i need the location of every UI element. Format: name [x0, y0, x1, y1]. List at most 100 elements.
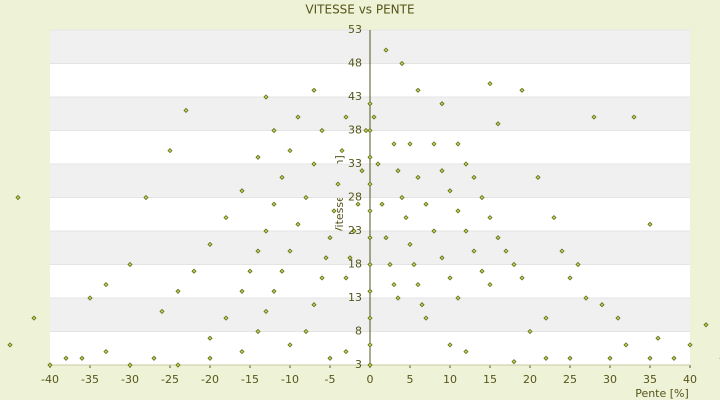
y-tick-label: 48: [348, 57, 362, 70]
point: [607, 355, 613, 361]
point: [647, 355, 653, 361]
point: [471, 248, 477, 254]
point: [339, 148, 345, 154]
x-tick-label: -40: [41, 373, 59, 386]
point: [487, 215, 493, 221]
point: [167, 148, 173, 154]
point: [295, 221, 301, 227]
point: [323, 255, 329, 261]
point: [303, 328, 309, 335]
x-tick-label: -10: [281, 373, 299, 386]
point: [287, 248, 293, 254]
y-tick-label: 8: [355, 325, 362, 338]
point: [411, 261, 417, 268]
point: [239, 288, 245, 294]
point: [367, 181, 373, 187]
x-tick-label: 30: [603, 373, 617, 386]
point: [391, 141, 397, 147]
point: [271, 201, 277, 207]
grid: [49, 29, 691, 368]
point: [263, 308, 269, 314]
point: [7, 342, 13, 348]
point: [503, 248, 509, 254]
point: [463, 161, 469, 167]
point: [623, 342, 629, 348]
point: [447, 188, 453, 194]
point: [295, 114, 301, 120]
point: [347, 255, 353, 261]
point: [455, 295, 461, 301]
chart-title: VITESSE vs PENTE: [305, 3, 414, 17]
point: [519, 87, 525, 93]
x-tick-label: 10: [443, 373, 457, 386]
points: [7, 47, 720, 368]
point: [311, 161, 317, 167]
x-tick-label: -15: [241, 373, 259, 386]
point: [183, 107, 189, 113]
x-tick-label: 0: [367, 373, 374, 386]
point: [487, 81, 493, 87]
point: [703, 322, 709, 328]
point: [543, 315, 549, 321]
point: [471, 174, 477, 180]
x-tick-label: -30: [121, 373, 139, 386]
point: [63, 355, 69, 361]
point: [359, 168, 365, 174]
point: [403, 215, 409, 221]
point: [415, 282, 421, 288]
point: [463, 349, 469, 355]
point: [543, 355, 549, 361]
point: [615, 315, 621, 321]
point: [567, 275, 573, 281]
point: [367, 101, 373, 107]
point: [343, 114, 349, 120]
point: [343, 349, 349, 355]
point: [383, 235, 389, 241]
point: [351, 228, 357, 234]
y-tick-label: 53: [348, 23, 362, 36]
point: [367, 315, 373, 321]
point: [383, 47, 389, 53]
point: [495, 235, 501, 241]
point: [415, 87, 421, 93]
point: [287, 148, 293, 154]
point: [159, 308, 165, 314]
point: [255, 248, 261, 254]
point: [367, 154, 373, 160]
point: [407, 241, 413, 247]
x-tick-label: -35: [81, 373, 99, 386]
point: [551, 215, 557, 221]
point: [335, 181, 341, 187]
point: [559, 248, 565, 254]
point: [575, 261, 581, 268]
point: [31, 315, 37, 321]
x-axis-label: Pente [%]: [635, 387, 689, 400]
point: [367, 127, 373, 134]
point: [263, 228, 269, 234]
x-tick-label: -5: [325, 373, 336, 386]
y-tick-label: 43: [348, 90, 362, 103]
point: [407, 141, 413, 147]
point: [207, 355, 213, 361]
point: [247, 268, 253, 274]
point: [379, 201, 385, 207]
point: [395, 295, 401, 301]
point: [455, 141, 461, 147]
point: [439, 255, 445, 261]
point: [79, 355, 85, 361]
point: [527, 328, 533, 335]
point: [87, 295, 93, 301]
point: [535, 174, 541, 180]
point: [367, 288, 373, 294]
x-tick-label: -25: [161, 373, 179, 386]
point: [371, 114, 377, 120]
point: [423, 201, 429, 207]
point: [319, 127, 325, 134]
point: [223, 315, 229, 321]
point: [103, 349, 109, 355]
point: [671, 355, 677, 361]
point: [687, 342, 693, 348]
point: [495, 121, 501, 127]
x-tick-label: -20: [201, 373, 219, 386]
